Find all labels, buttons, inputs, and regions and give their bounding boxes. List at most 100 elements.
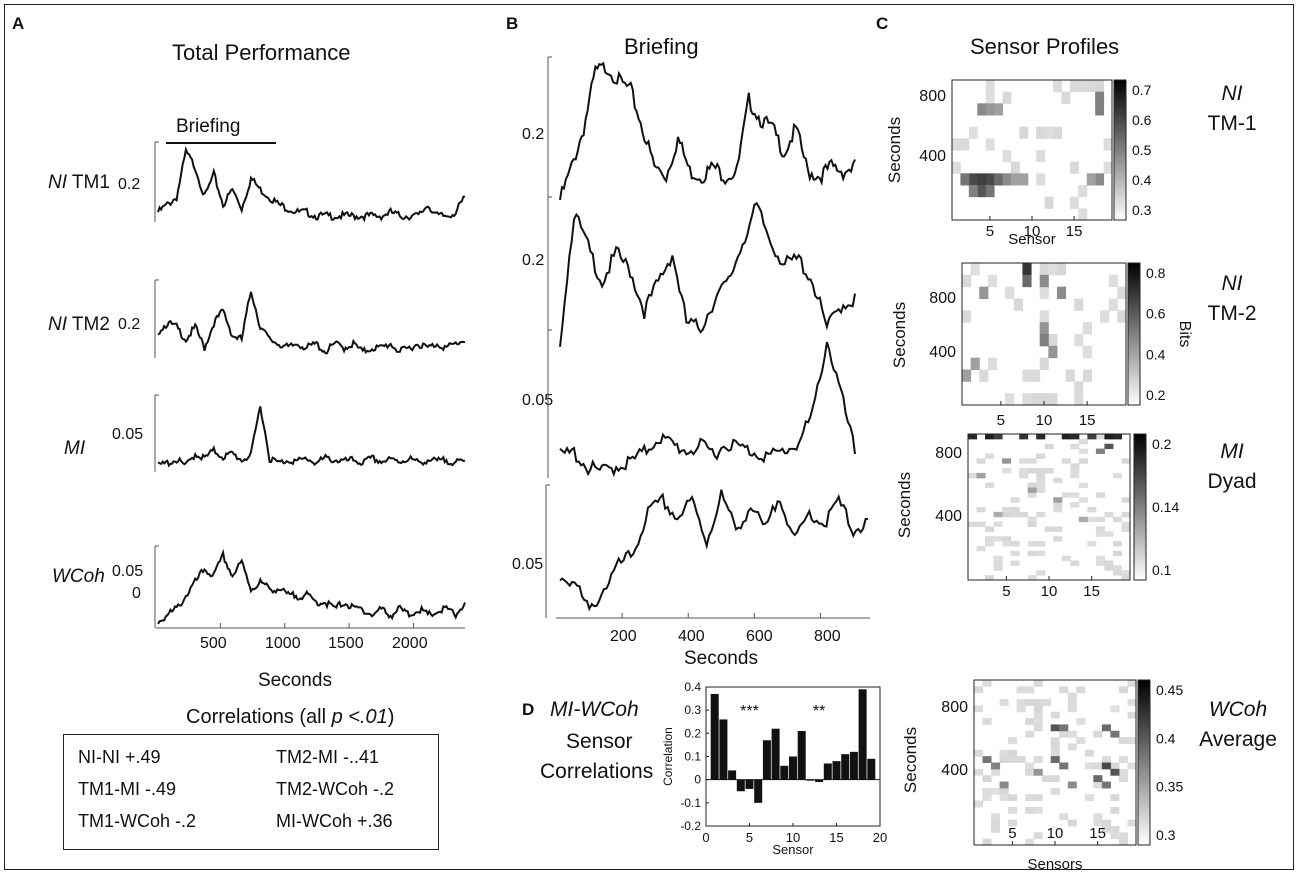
heatmap-ytick-4: 800	[941, 699, 968, 716]
heatmap-cell-bg	[1027, 516, 1037, 523]
heatmap-cell-bg	[1033, 705, 1043, 713]
heatmap-cell-bg	[976, 507, 986, 513]
heatmap-cell-bg	[1048, 334, 1058, 347]
bar-sensor-6	[754, 779, 763, 803]
heatmap-cell-bg	[985, 453, 995, 459]
heatmap-cell-bg	[1036, 550, 1046, 557]
heatmap-cell-bg	[1036, 468, 1046, 474]
heatmap-cell-bg	[1019, 511, 1029, 518]
xlabel-b: Seconds	[684, 648, 758, 669]
heatmap-cell-bg	[1095, 560, 1105, 566]
heatmap-ylabel-2: Seconds	[890, 302, 909, 368]
heatmap-cell-bg	[1002, 91, 1012, 104]
heatmap-cell-bg	[1010, 511, 1020, 518]
colorbar-tick-3: 0.1	[1152, 562, 1172, 578]
ytick-b-4: 0.05	[512, 556, 544, 573]
heatmap-cell-bg	[1082, 369, 1092, 382]
heatmap-cell-bg	[1031, 393, 1041, 406]
heatmap-cell-bg	[1127, 762, 1137, 770]
bar-sensor-15	[832, 761, 841, 780]
heatmap-cell-bg	[1027, 550, 1037, 557]
heatmap-cell-bg	[993, 565, 1003, 571]
heatmap-cell-bg	[991, 813, 1001, 821]
heatmap-ytick-2: 400	[929, 344, 956, 361]
significance-asterisks-1: ***	[740, 703, 759, 720]
heatmap-xtick-4: 5	[1008, 825, 1016, 842]
heatmap-cell-bg	[1118, 775, 1128, 783]
heatmap-cell-bg	[1044, 468, 1054, 474]
heatmap-cell-bg	[999, 756, 1009, 763]
corr-item-tm2-mi: TM2-MI -..41	[276, 747, 380, 767]
xtick-a-1000: 1000	[265, 635, 301, 652]
panel-d-title-line2: Sensor	[566, 730, 633, 753]
heatmap-cell-bg	[1067, 743, 1077, 751]
heatmap-cell-bg	[1061, 91, 1071, 104]
heatmap-cell-bg	[1050, 787, 1060, 795]
heatmap-cell-bg	[982, 787, 992, 795]
heatmap-cell-bg	[1101, 825, 1111, 833]
heatmap-cell-bg	[1117, 286, 1127, 299]
heatmap-cell-bg	[1074, 393, 1084, 406]
heatmap-xtick-4: 15	[1089, 825, 1106, 842]
bar-xlabel: Sensor	[772, 842, 814, 857]
heatmap-cell-bg	[1076, 737, 1086, 744]
heatmap-cell-bg	[1005, 393, 1015, 406]
heatmap-cell-bg	[1048, 263, 1058, 276]
bar-sensor-10	[788, 756, 798, 780]
heatmap-cell	[1002, 173, 1012, 186]
colorbar-tick-2: 0.8	[1146, 265, 1166, 281]
heatmap-cell-bg	[1036, 487, 1046, 493]
heatmap-cell-bg	[1036, 453, 1046, 459]
heatmap-cell-bg	[952, 138, 961, 151]
heatmap-cell-bg	[1022, 369, 1032, 382]
heatmap-cell-bg	[1110, 825, 1120, 833]
heatmap-cell-bg	[1118, 756, 1128, 763]
heatmap-cell-bg	[1033, 724, 1043, 732]
panel-b-letter: B	[506, 14, 519, 33]
heatmap-cell-bg	[1036, 173, 1046, 186]
colorbar-tick-1: 0.7	[1132, 82, 1152, 98]
briefing-label: Briefing	[176, 116, 241, 137]
heatmap-cell-bg	[1027, 492, 1037, 498]
colorbar-tick-4: 0.45	[1156, 682, 1183, 698]
ytick-a-tm1: 0.2	[118, 176, 141, 193]
heatmap-cell-bg	[1036, 150, 1046, 163]
heatmap-xtick-3: 15	[1083, 583, 1100, 600]
heatmap-cell-bg	[985, 482, 995, 489]
heatmap-cell-bg	[991, 825, 1001, 833]
heatmap-cell-bg	[1087, 507, 1097, 513]
heatmap-cell-bg	[1110, 762, 1120, 770]
heatmap-cell-bg	[1050, 737, 1060, 744]
heatmap-cell-bg	[991, 819, 1001, 827]
colorbar-tick-2: 0.6	[1146, 306, 1166, 322]
heatmap-cell-bg	[987, 357, 998, 370]
heatmap-cell-bg	[968, 521, 978, 527]
heatmap-cell-bg	[962, 274, 972, 288]
heatmap-cell-bg	[1002, 468, 1012, 474]
heatmap-ytick-1: 400	[919, 148, 946, 165]
heatmap-cell-bg	[1095, 434, 1105, 440]
heatmap-cell	[1033, 768, 1043, 776]
heatmap-cell-bg	[1127, 737, 1137, 744]
heatmap-cell-bg	[999, 794, 1009, 802]
bar-ytick: 0.3	[684, 703, 701, 717]
heatmap-ytick-2: 800	[929, 290, 956, 307]
heatmap-cell-bg	[1095, 531, 1105, 537]
heatmap-cell-bg	[1033, 699, 1043, 706]
ytick-a-wcoh-zero: 0	[132, 585, 141, 602]
heatmap-cell-bg	[976, 521, 986, 527]
heatmap-cell-bg	[1127, 819, 1137, 827]
corr-item-ni-ni: NI-NI +.49	[78, 747, 161, 767]
heatmap-cell-bg	[1074, 298, 1084, 311]
heatmap-cell-bg	[1076, 686, 1086, 694]
heatmap-cell-bg	[1078, 458, 1088, 464]
heatmap-cell	[1078, 516, 1088, 523]
heatmap-cell	[1095, 103, 1105, 116]
heatmap-cell-bg	[1070, 463, 1080, 469]
heatmap-cell-bg	[1118, 686, 1128, 694]
heatmap-cell-bg	[1036, 477, 1046, 484]
heatmap-side-subtitle-3: Dyad	[1207, 470, 1256, 493]
series-line-b-4	[559, 489, 869, 612]
heatmap-cell-bg	[1033, 680, 1043, 687]
series-line-a-3	[157, 406, 466, 468]
